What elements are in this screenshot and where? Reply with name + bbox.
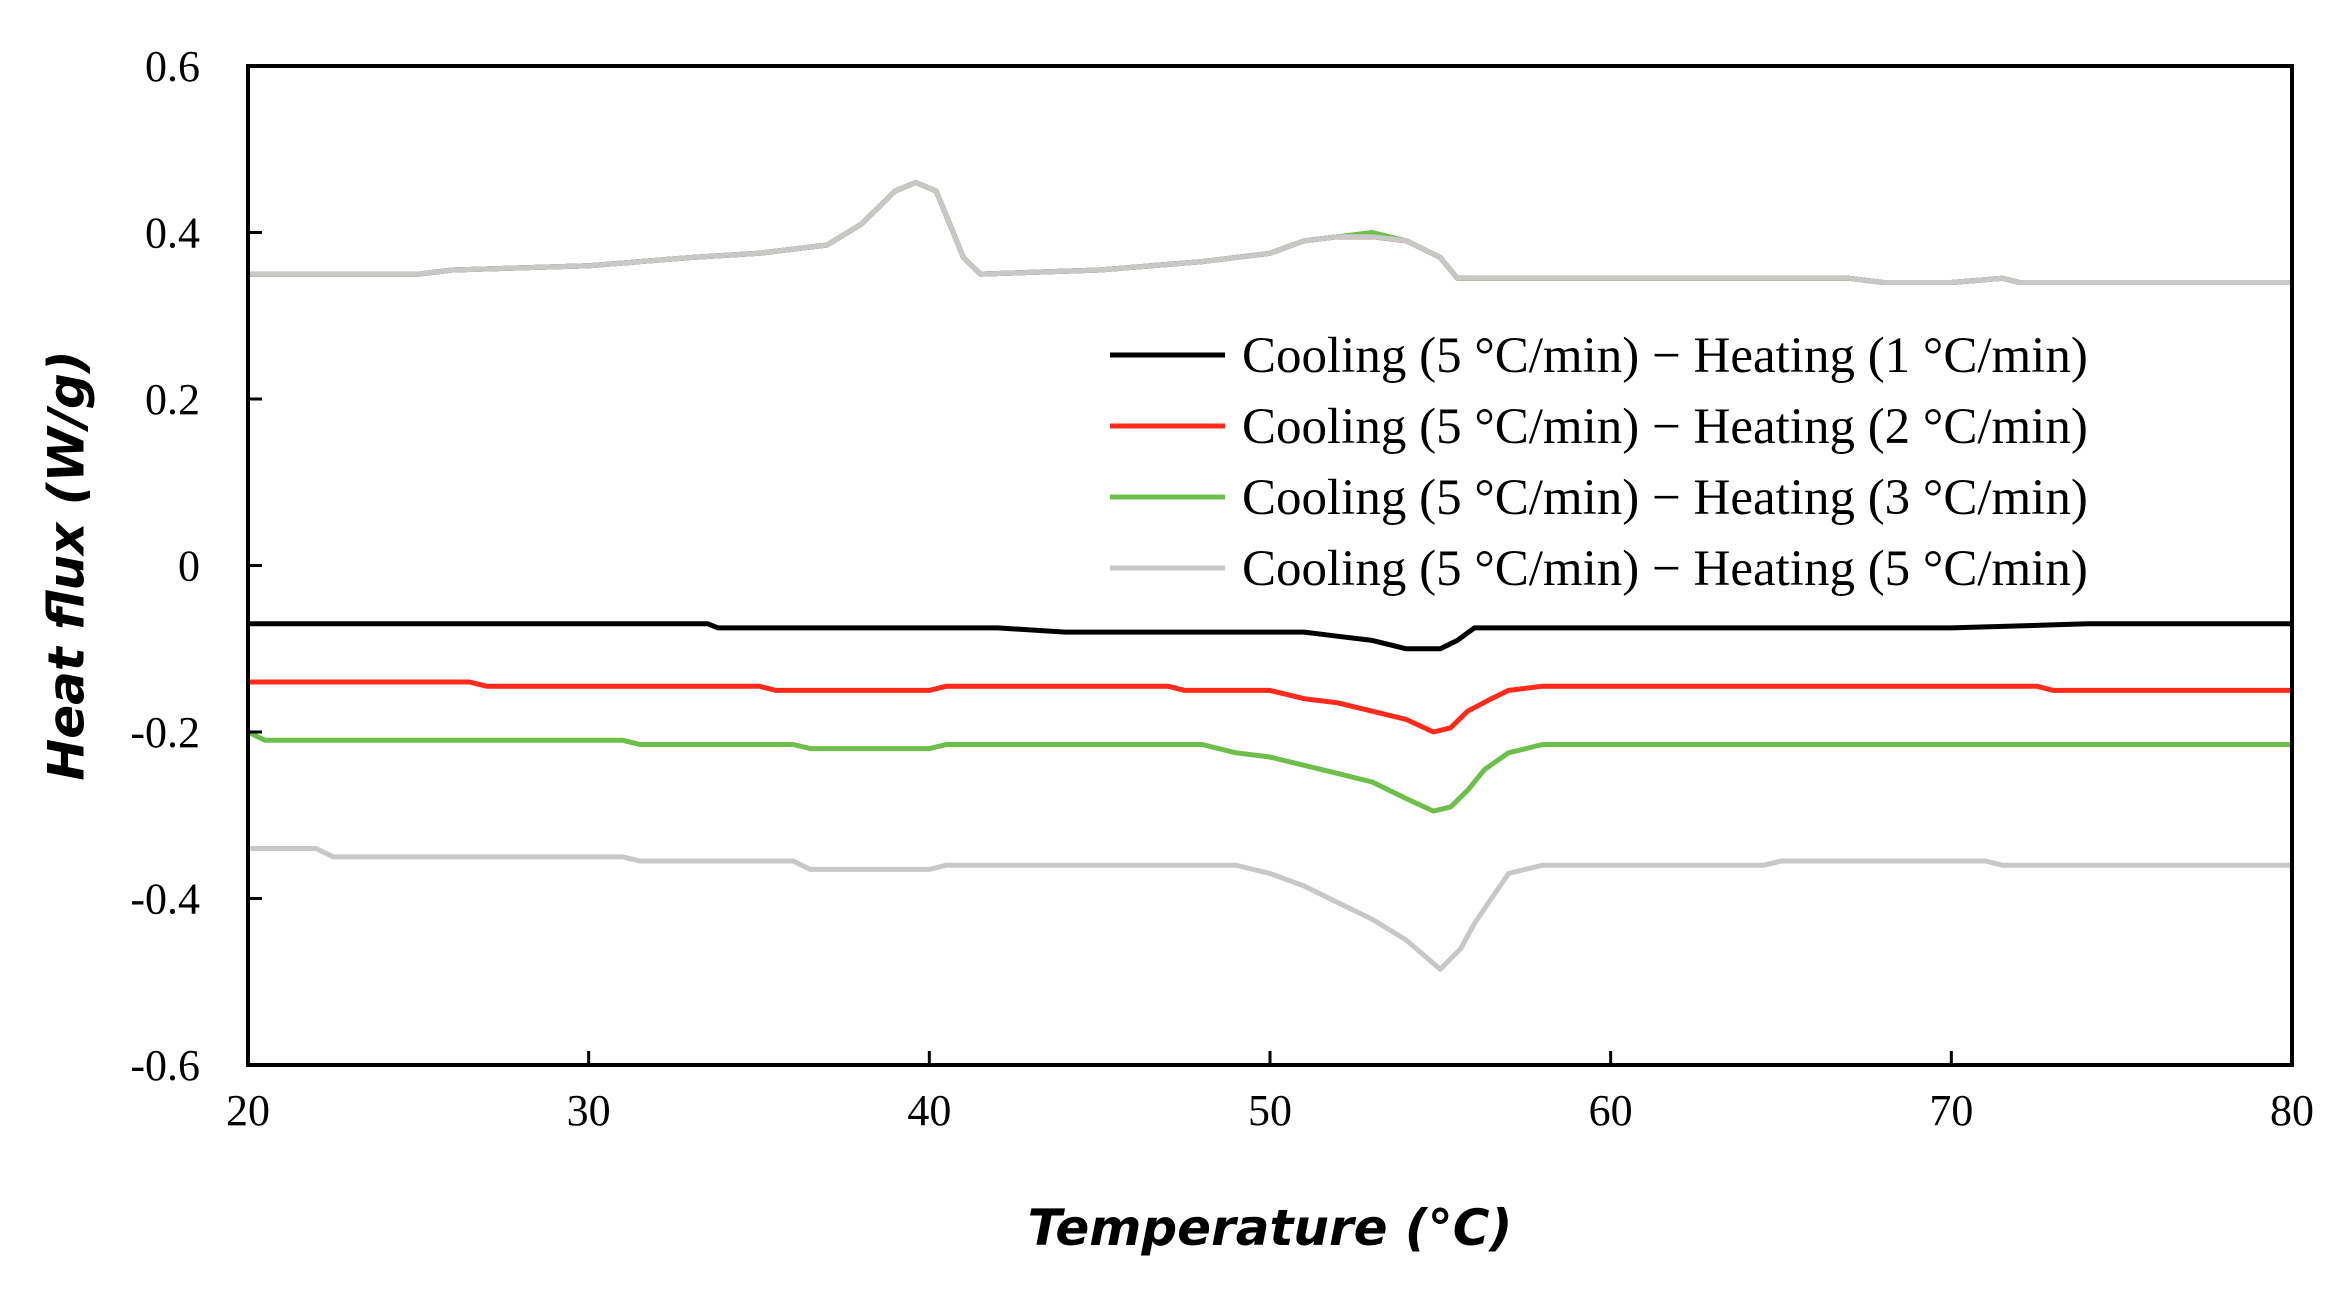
x-tick-label: 60 [1589,1086,1633,1135]
series-4-heating-line [248,846,2292,972]
y-axis-title: Heat flux (W/g) [38,350,96,780]
axis-ticks: 20 30 40 50 60 70 80 -0.6 -0.4 -0.2 0 0.2 0.4 0.6 [130,42,2314,1135]
x-tick-label: 70 [1929,1086,1973,1135]
y-tick-label: 0.6 [145,42,200,91]
legend-label-3: Cooling (5 °C/min) − Heating (3 °C/min) [1242,470,2088,526]
legend-label-2: Cooling (5 °C/min) − Heating (2 °C/min) [1242,399,2088,455]
series-3-heating-line [246,729,2292,814]
x-tick-label: 50 [1248,1086,1292,1135]
y-tick-label: -0.6 [130,1041,200,1090]
y-tick-label: 0.2 [145,375,200,424]
series-2-heating-line [248,679,2292,735]
x-tick-label: 20 [226,1086,270,1135]
legend: Cooling (5 °C/min) − Heating (1 °C/min) C… [1110,328,2088,597]
series-1-heating-line [248,621,2292,652]
y-tick-label: 0.4 [145,209,200,258]
x-tick-label: 30 [567,1086,611,1135]
series-4-cooling-line [248,180,2292,285]
y-tick-label: -0.4 [130,875,200,924]
series-layer [246,180,2292,972]
legend-label-1: Cooling (5 °C/min) − Heating (1 °C/min) [1242,328,2088,384]
legend-label-4: Cooling (5 °C/min) − Heating (5 °C/min) [1242,541,2088,597]
x-tick-label: 80 [2270,1086,2314,1135]
x-tick-label: 40 [907,1086,951,1135]
y-tick-label: -0.2 [130,708,200,757]
x-axis-title: Temperature (°C) [1028,1199,1513,1257]
y-tick-label: 0 [178,542,200,591]
